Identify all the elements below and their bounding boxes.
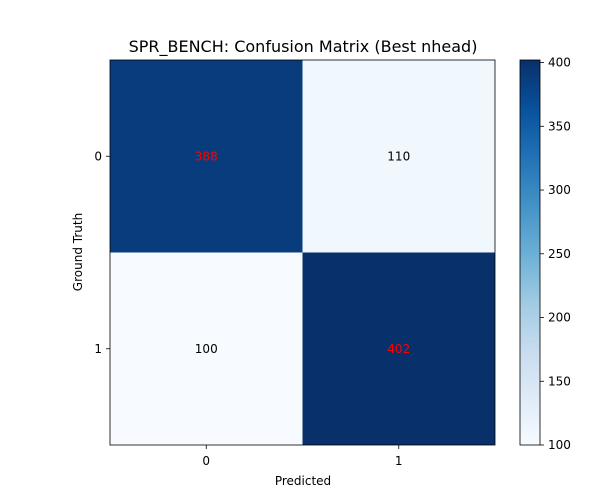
cell-value-r1-c0: 100 <box>195 342 218 356</box>
cell-value-r1-c1: 402 <box>387 342 410 356</box>
x-tick-label: 0 <box>202 454 210 468</box>
chart-title: SPR_BENCH: Confusion Matrix (Best nhead) <box>129 37 478 57</box>
colorbar-tick-label: 200 <box>548 311 571 325</box>
heatmap-cell-r1-c0 <box>110 252 303 445</box>
colorbar <box>519 59 541 446</box>
heatmap-cell-r1-c1 <box>302 252 495 445</box>
colorbar-tick-label: 400 <box>548 56 571 70</box>
y-axis-label: Ground Truth <box>71 213 85 291</box>
colorbar-tick-label: 300 <box>548 183 571 197</box>
heatmap-cell-r0-c1 <box>302 60 495 253</box>
cell-value-r0-c1: 110 <box>387 149 410 163</box>
heatmap-cell-labels: 388 110 100 402 <box>195 149 410 356</box>
heatmap-cell-r0-c0 <box>110 60 303 253</box>
cell-value-r0-c0: 388 <box>195 149 218 163</box>
y-tick-label: 1 <box>94 342 102 356</box>
plot-frame <box>109 59 496 446</box>
colorbar-tick-label: 350 <box>548 119 571 133</box>
y-axis-ticks: 01 <box>94 149 110 356</box>
y-tick-label: 0 <box>94 149 102 163</box>
colorbar-tick-label: 250 <box>548 247 571 261</box>
colorbar-tick-label: 100 <box>548 438 571 452</box>
x-tick-label: 1 <box>395 454 403 468</box>
colorbar-ticks: 100 150 200 250 300 350 400 <box>540 56 571 452</box>
colorbar-tick-label: 150 <box>548 374 571 388</box>
x-axis-label: Predicted <box>275 474 331 488</box>
heatmap-cells <box>110 60 495 445</box>
